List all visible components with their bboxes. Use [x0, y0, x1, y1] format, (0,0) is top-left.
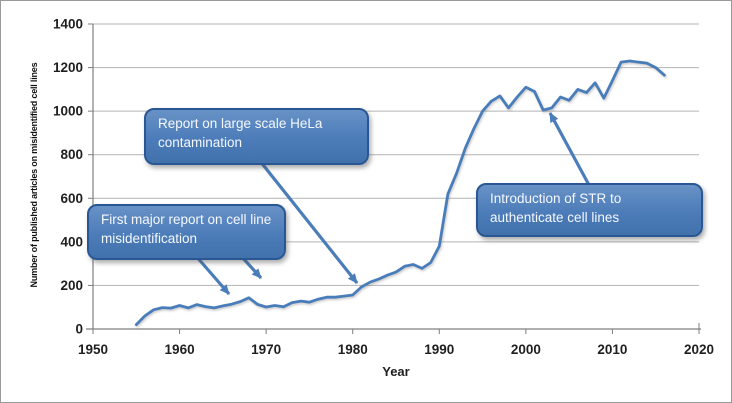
annotation-arrow [194, 254, 231, 296]
x-tick-label: 1950 [78, 342, 108, 357]
data-line [134, 59, 666, 327]
annotation-str-introduction: Introduction of STR to authenticate cell… [476, 183, 703, 237]
x-tick-label: 1970 [251, 342, 281, 357]
x-tick-label: 2020 [684, 342, 714, 357]
annotation-hela-report: Report on large scale HeLa contamination [144, 108, 369, 165]
x-tick-label: 2010 [597, 342, 627, 357]
y-tick-label: 1000 [53, 104, 83, 119]
y-tick-label: 1200 [53, 60, 83, 75]
y-tick-label: 200 [60, 278, 83, 293]
y-tick-label: 600 [60, 191, 83, 206]
x-tick-label: 2000 [511, 342, 541, 357]
y-axis-title: Number of published articles on misident… [29, 62, 39, 288]
annotation-first-report: First major report on cell line misident… [87, 204, 286, 260]
annotation-arrow [258, 160, 359, 284]
x-tick-label: 1960 [165, 342, 195, 357]
y-tick-label: 400 [60, 234, 83, 249]
x-tick-label: 1990 [424, 342, 454, 357]
x-axis-title: Year [382, 364, 410, 379]
y-tick-label: 1400 [53, 17, 83, 32]
x-tick-label: 1980 [338, 342, 368, 357]
annotation-arrow [548, 112, 591, 186]
y-tick-label: 0 [75, 322, 83, 337]
y-tick-label: 800 [60, 147, 83, 162]
